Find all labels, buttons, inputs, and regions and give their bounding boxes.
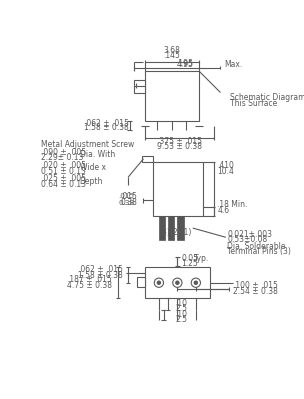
Bar <box>177 216 184 240</box>
Text: 2.5: 2.5 <box>175 304 187 313</box>
Bar <box>153 162 203 216</box>
Bar <box>168 216 174 240</box>
Text: 0.38: 0.38 <box>120 198 137 207</box>
Text: .18 Min.: .18 Min. <box>217 200 248 209</box>
Circle shape <box>157 281 161 284</box>
Bar <box>145 71 199 121</box>
Text: .410: .410 <box>217 161 234 170</box>
Text: .015: .015 <box>120 192 137 201</box>
Text: This Surface: This Surface <box>230 99 277 108</box>
Text: 4.75 ± 0.38: 4.75 ± 0.38 <box>67 281 112 290</box>
Circle shape <box>176 281 179 284</box>
Text: Terminal Pins (3): Terminal Pins (3) <box>227 247 291 257</box>
Text: 4.6: 4.6 <box>217 206 230 215</box>
Text: .100 ± .015: .100 ± .015 <box>233 281 278 290</box>
Text: Schematic Diagram: Schematic Diagram <box>230 93 304 103</box>
Bar <box>145 267 210 298</box>
Text: 3.68: 3.68 <box>164 46 180 55</box>
Text: 9.53 ± 0.38: 9.53 ± 0.38 <box>157 142 202 151</box>
Text: .375 ± .015: .375 ± .015 <box>157 137 202 146</box>
Bar <box>159 216 165 240</box>
Text: 1.58 ± 0.38: 1.58 ± 0.38 <box>78 271 123 280</box>
Text: 0.021±.003: 0.021±.003 <box>227 230 272 239</box>
Text: .025 ± .005: .025 ± .005 <box>41 174 86 183</box>
Text: .187 ± .015: .187 ± .015 <box>67 275 112 284</box>
Text: Metal Adjustment Screw: Metal Adjustment Screw <box>41 140 134 149</box>
Text: .062 ± .015: .062 ± .015 <box>84 119 129 128</box>
Text: .015: .015 <box>118 194 134 200</box>
Text: 0.51 ± 0.13: 0.51 ± 0.13 <box>41 166 86 176</box>
Text: .090 ± .005: .090 ± .005 <box>41 148 86 157</box>
Text: 0.53±0.08: 0.53±0.08 <box>227 235 268 244</box>
Text: (3)(2)(1): (3)(2)(1) <box>160 228 192 237</box>
Text: .195: .195 <box>177 59 194 68</box>
Bar <box>137 277 145 287</box>
Text: Dia. With: Dia. With <box>80 150 115 160</box>
Text: .145: .145 <box>164 51 180 60</box>
Text: Depth: Depth <box>80 177 103 186</box>
Text: .10: .10 <box>175 310 187 319</box>
Text: 1.58 ± 0.38: 1.58 ± 0.38 <box>84 123 129 132</box>
Text: 0.05: 0.05 <box>181 254 198 263</box>
Text: Wide x: Wide x <box>80 164 105 172</box>
Text: Dia. Solderable: Dia. Solderable <box>227 242 286 251</box>
Circle shape <box>194 281 197 284</box>
Text: 2.54 ± 0.38: 2.54 ± 0.38 <box>233 287 278 296</box>
Text: 4.95: 4.95 <box>177 59 194 69</box>
Text: 0.64 ± 0.13: 0.64 ± 0.13 <box>41 180 86 189</box>
Text: Typ.: Typ. <box>194 254 209 263</box>
Text: 10.4: 10.4 <box>217 166 234 176</box>
Text: 0.38: 0.38 <box>118 200 134 205</box>
Text: 1.25: 1.25 <box>181 259 198 268</box>
Text: .10: .10 <box>175 299 187 308</box>
Bar <box>134 80 145 93</box>
Text: 2.29± 0.13: 2.29± 0.13 <box>41 154 83 162</box>
Text: .062 ± .015: .062 ± .015 <box>78 265 123 274</box>
Text: Max.: Max. <box>224 60 243 69</box>
Bar <box>142 156 153 162</box>
Text: .020 ± .005: .020 ± .005 <box>41 161 86 170</box>
Text: 2.5: 2.5 <box>175 315 187 324</box>
